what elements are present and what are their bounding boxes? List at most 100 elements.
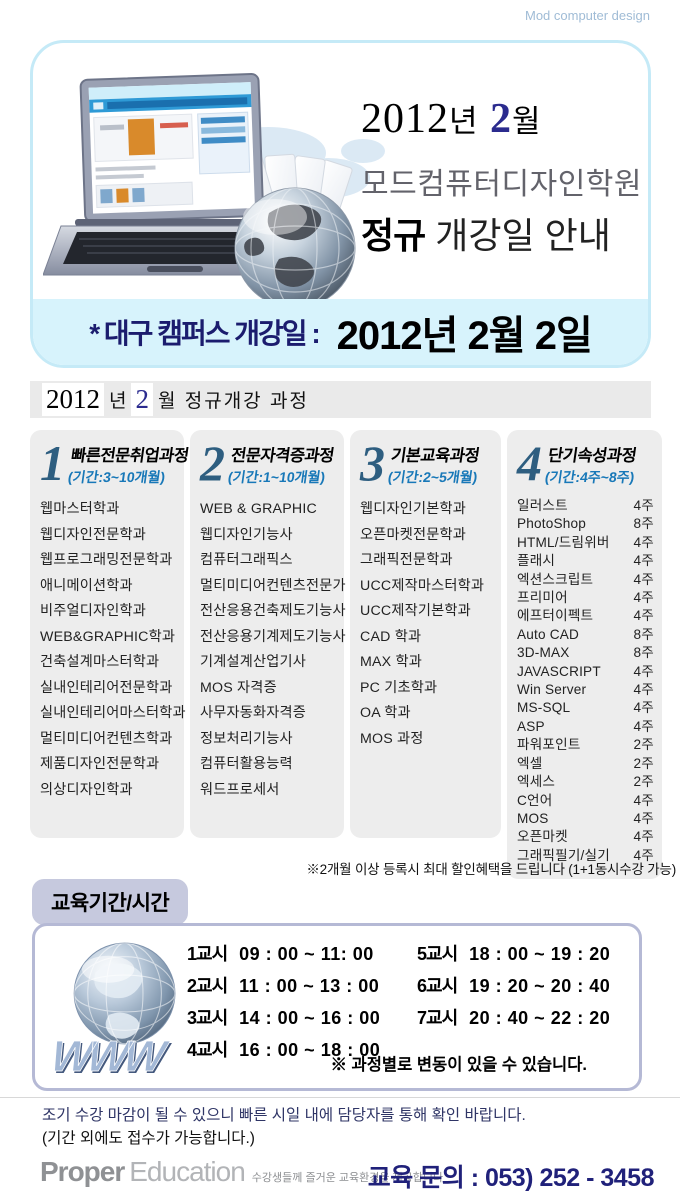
course-item-weeks: 4주 [633, 553, 654, 569]
course-item: MOS 과정 [360, 730, 424, 747]
course-item-name: 엑셀 [517, 755, 543, 771]
course-column-1: 1 빠른전문취업과정 (기간:3~10개월) 웹마스터학과 웹디자인전문학과 웹프로… [30, 430, 190, 838]
course-item: 일러스트 4주 [517, 497, 654, 515]
course-item: 건축설계마스터학과 [40, 654, 160, 670]
laptop-globe-graphic [43, 73, 385, 309]
course-item: 오픈마켓전문학과 [360, 526, 467, 543]
course-item-name: 엑션스크립트 [517, 571, 594, 587]
period-time: 14 : 00 ~ 16 : 00 [239, 1008, 381, 1028]
course-item-weeks: 4주 [633, 663, 654, 679]
course-item: 웹프로그래밍전문학과 [40, 552, 173, 568]
www-letters: WWW WWW [49, 1032, 174, 1082]
course-item-name: Win Server [517, 682, 587, 698]
course-item: 실내인테리어마스터학과 [40, 705, 186, 721]
schedule-row: 4교시 16 : 00 ~ 18 : 00 [187, 1035, 632, 1067]
course-item-name: 그래픽필기/실기 [517, 847, 610, 863]
campus-open-date-strip: * 대구 캠퍼스 개강일 : 2012년 2월 2일 [33, 299, 648, 365]
course-item: 멀티미디어컨텐츠전문가 [200, 577, 346, 594]
course-item: 플래시 4주 [517, 552, 654, 570]
period-time: 16 : 00 ~ 18 : 00 [239, 1040, 381, 1060]
course-list: 일러스트 4주 PhotoShop 8주 HTML/드림위버 4주 플래시 4주 엑션스크립트 4… [517, 497, 654, 865]
column-title: 전문자격증과정 [229, 447, 336, 465]
schedule-row: 2교시 11 : 00 ~ 13 : 00 6교시 19 : 20 ~ 20 : 4… [187, 971, 632, 1003]
period-label: 5교시 [417, 944, 458, 964]
section-year-unit: 년 [109, 391, 127, 412]
course-item-weeks: 4주 [633, 792, 654, 808]
banner-headline: 정규 개강일 안내 [361, 207, 661, 259]
section-year: 2012 [42, 383, 104, 416]
course-item-name: Auto CAD [517, 626, 580, 642]
period-time: 18 : 00 ~ 19 : 20 [469, 944, 611, 964]
course-item: 웹디자인기본학과 [360, 501, 467, 517]
schedule-row: 3교시 14 : 00 ~ 16 : 00 7교시 20 : 40 ~ 22 : 2… [187, 1003, 632, 1035]
period-time: 11 : 00 ~ 13 : 00 [239, 976, 380, 996]
course-item: 기계설계산업기사 [200, 654, 307, 670]
section-month: 2 [131, 383, 153, 416]
period-label: 7교시 [417, 1008, 458, 1028]
headline-rest: 개강일 안내 [425, 215, 611, 256]
course-item: MOS 자격증 [200, 679, 277, 696]
course-item: WEB&GRAPHIC학과 [40, 628, 176, 645]
course-list: 웹마스터학과 웹디자인전문학과 웹프로그래밍전문학과 애니메이션학과 비주얼디자인학과 W… [40, 497, 186, 803]
course-item-weeks: 8주 [633, 516, 654, 532]
course-item: 그래픽필기/실기 4주 [517, 847, 654, 865]
course-item-weeks: 4주 [633, 571, 654, 587]
course-item: OA 학과 [360, 705, 411, 721]
schedule-box: WWW WWW 1교시 09 : 00 ~ 11: 00 5교시 18 : 00 ~… [32, 923, 642, 1091]
course-item-weeks: 4주 [633, 829, 654, 845]
top-banner: 2012년 2월 모드컴퓨터디자인학원 정규 개강일 안내 * 대구 캠퍼스 개… [30, 40, 651, 368]
course-item-weeks: 4주 [633, 847, 654, 863]
course-item: 멀티미디어컨텐츠학과 [40, 730, 173, 747]
course-item: 웹디자인기능사 [200, 526, 293, 543]
period-label: 4교시 [187, 1040, 228, 1060]
period-time: 20 : 40 ~ 22 : 20 [469, 1008, 611, 1028]
logo-tagline: 수강생들께 즐거운 교육환경을 제공합니다 [251, 1172, 444, 1184]
banner-month-unit: 월 [512, 104, 542, 139]
course-item: 3D-MAX 8주 [517, 644, 654, 662]
column-number: 4 [517, 435, 542, 491]
column-period: (기간:4주~8주) [543, 469, 636, 485]
column-title: 단기속성과정 [546, 447, 638, 465]
course-item: MOS 4주 [517, 810, 654, 828]
campus-label: * 대구 캠퍼스 개강일 : [89, 318, 320, 349]
course-item-name: JAVASCRIPT [517, 663, 601, 679]
svg-text:WWW: WWW [50, 1034, 174, 1082]
course-item-weeks: 4주 [633, 718, 654, 734]
course-item-weeks: 8주 [633, 626, 654, 642]
course-item-name: 에프터이펙트 [517, 608, 594, 624]
www-globe-graphic: WWW WWW [49, 942, 176, 1082]
course-item: 엑션스크립트 4주 [517, 571, 654, 589]
course-item: 프리미어 4주 [517, 589, 654, 607]
section-header: 2012 년 2 월 정규개강 과정 [30, 381, 651, 418]
course-item-name: 플래시 [517, 553, 556, 569]
course-item: 애니메이션학과 [40, 577, 133, 594]
column-titles: 전문자격증과정 (기간:1~10개월) [227, 440, 336, 487]
banner-date-line: 2012년 2월 [361, 95, 661, 143]
column-header: 3 기본교육과정 (기간:2~5개월) [360, 435, 493, 491]
column-period: (기간:2~5개월) [386, 469, 479, 485]
course-item-name: 일러스트 [517, 498, 568, 513]
column-titles: 빠른전문취업과정 (기간:3~10개월) [67, 440, 191, 487]
course-item-weeks: 8주 [633, 645, 654, 661]
schedule-badge: 교육기간/시간 [32, 879, 189, 925]
banner-titles: 2012년 2월 모드컴퓨터디자인학원 정규 개강일 안내 [361, 95, 661, 259]
column-number: 3 [360, 435, 385, 491]
course-item-weeks: 2주 [633, 774, 654, 790]
course-column-2: 2 전문자격증과정 (기간:1~10개월) WEB & GRAPHIC 웹디자인기… [190, 430, 346, 838]
watermark-text: Mod computer design [524, 8, 650, 23]
course-item: UCC제작마스터학과 [360, 577, 485, 594]
column-header: 2 전문자격증과정 (기간:1~10개월) [200, 438, 336, 488]
course-column-4: 4 단기속성과정 (기간:4주~8주) 일러스트 4주 PhotoShop 8주 HTM… [507, 430, 662, 880]
course-item-name: 엑세스 [517, 774, 556, 790]
logo-proper: Proper [40, 1156, 125, 1187]
course-item: 에프터이펙트 4주 [517, 607, 654, 625]
course-item: HTML/드림위버 4주 [517, 534, 654, 552]
course-item: WEB & GRAPHIC [200, 501, 317, 517]
footer-divider [0, 1097, 680, 1098]
course-item: UCC제작기본학과 [360, 603, 471, 619]
laptop-illustration [43, 73, 306, 276]
course-item: 웹마스터학과 [40, 501, 120, 517]
course-item: C언어 4주 [517, 792, 654, 810]
schedule-row: 1교시 09 : 00 ~ 11: 00 5교시 18 : 00 ~ 19 : 20 [187, 939, 632, 971]
